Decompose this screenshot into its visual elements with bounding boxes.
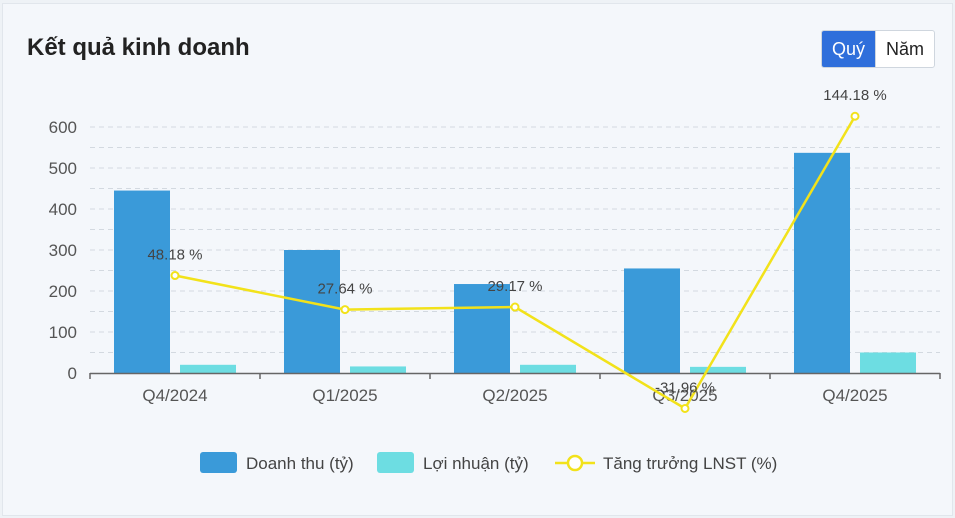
legend-growth-label: Tăng trưởng LNST (%) — [603, 454, 777, 473]
card-title: Kết quả kinh doanh — [27, 34, 250, 61]
legend: Doanh thu (tỷ) Lợi nhuận (tỷ) Tăng trưởng … — [200, 452, 777, 473]
bar-revenue — [624, 268, 680, 373]
legend-revenue-swatch — [200, 452, 237, 473]
bars — [114, 152, 916, 373]
x-tick-label: Q3/2025 — [652, 386, 717, 405]
legend-revenue-label: Doanh thu (tỷ) — [246, 454, 354, 473]
growth-data-label: 29.17 % — [487, 278, 542, 295]
growth-point — [850, 111, 860, 121]
growth-data-label: 144.18 % — [823, 87, 886, 104]
legend-profit-swatch — [377, 452, 414, 473]
bar-revenue — [454, 284, 510, 373]
bar-profit — [690, 366, 746, 373]
y-tick-label: 100 — [49, 323, 77, 342]
x-tick-label: Q4/2025 — [822, 386, 887, 405]
x-tick-label: Q4/2024 — [142, 386, 207, 405]
growth-data-label: -31.96 % — [655, 379, 715, 396]
y-tick-label: 0 — [68, 364, 77, 383]
y-tick-label: 400 — [49, 200, 77, 219]
bar-profit — [860, 352, 916, 373]
x-axis: Q4/2024 Q1/2025 Q2/2025 Q3/2025 Q4/2025 — [89, 372, 941, 405]
bar-revenue — [284, 250, 340, 373]
y-tick-label: 300 — [49, 241, 77, 260]
bar-profit — [180, 364, 236, 373]
period-quarter-button[interactable]: Quý — [822, 31, 876, 67]
bar-profit — [520, 364, 576, 373]
growth-point — [680, 403, 690, 413]
bar-revenue — [794, 152, 850, 373]
growth-line: 48.18 % 27.64 % 29.17 % -31.96 % 144.18 % — [147, 87, 887, 413]
growth-point — [170, 271, 180, 281]
bar-revenue — [114, 190, 170, 373]
y-tick-label: 500 — [49, 159, 77, 178]
period-year-button[interactable]: Năm — [875, 31, 934, 67]
x-tick-label: Q2/2025 — [482, 386, 547, 405]
y-tick-label: 200 — [49, 282, 77, 301]
legend-profit-label: Lợi nhuận (tỷ) — [423, 454, 529, 473]
grid-lines — [90, 126, 940, 353]
period-toggle: Quý Năm — [821, 30, 936, 68]
growth-data-label: 27.64 % — [317, 281, 372, 298]
growth-data-label: 48.18 % — [147, 247, 202, 264]
legend-growth-marker — [566, 454, 584, 472]
growth-line-path — [174, 115, 857, 411]
y-tick-label: 600 — [49, 118, 77, 137]
x-tick-label: Q1/2025 — [312, 386, 377, 405]
growth-point — [510, 302, 520, 312]
y-axis: 0 100 200 300 400 500 600 — [49, 118, 77, 383]
bar-profit — [350, 366, 406, 373]
growth-point — [340, 305, 350, 315]
